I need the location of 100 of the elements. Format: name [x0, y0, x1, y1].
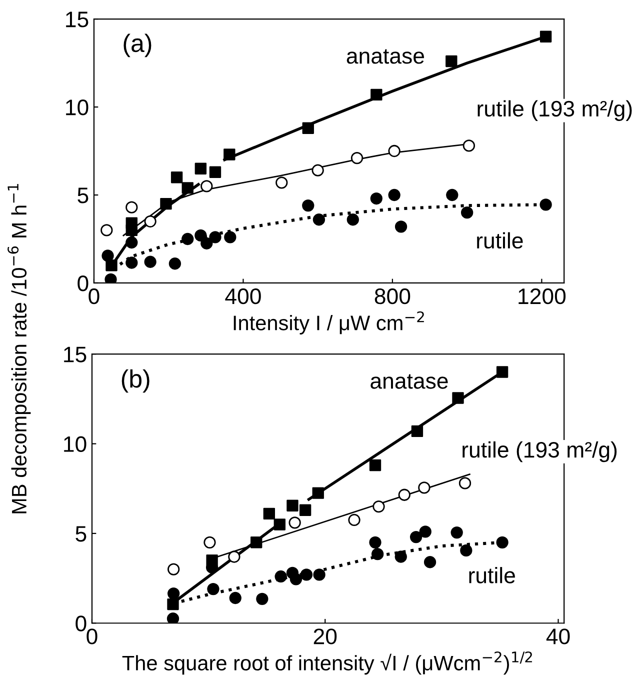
point	[274, 570, 287, 583]
point	[182, 182, 194, 194]
point	[418, 482, 430, 494]
point	[100, 224, 113, 236]
point	[369, 536, 382, 548]
annotation: anatase	[370, 374, 448, 389]
point	[224, 231, 236, 244]
point	[170, 172, 183, 184]
point	[496, 366, 508, 378]
point	[263, 508, 276, 520]
point	[104, 273, 117, 283]
point	[224, 148, 236, 160]
point	[372, 500, 385, 513]
point	[446, 55, 458, 68]
x-tick-label: 1200	[518, 288, 566, 304]
point	[302, 122, 314, 134]
x-tick-label: 20	[314, 628, 337, 644]
x-axis-title: Intensity I / μW cm$^{−2}$	[234, 311, 424, 334]
point	[372, 548, 384, 560]
point	[204, 536, 216, 548]
point	[370, 192, 382, 205]
annotation: rutile (193 m²/g)	[462, 441, 617, 462]
point	[194, 162, 207, 174]
point	[411, 425, 424, 438]
point	[200, 180, 213, 192]
x-tick-label: 0	[88, 288, 100, 304]
point	[540, 198, 552, 211]
point	[458, 477, 472, 490]
y-tick-label: 5	[76, 526, 86, 542]
y-tick-label: 10	[66, 100, 88, 116]
point	[288, 516, 301, 529]
annotation: anatase	[346, 49, 424, 64]
point	[312, 164, 324, 176]
point	[166, 612, 180, 624]
point	[290, 573, 302, 586]
x-tick-label: 800	[374, 288, 410, 304]
point	[540, 30, 552, 42]
point	[228, 550, 240, 563]
y-tick-label: 5	[78, 188, 88, 204]
point	[299, 504, 312, 516]
point	[209, 166, 222, 178]
point	[388, 188, 400, 202]
point	[250, 536, 262, 548]
y-tick-label: 10	[64, 436, 86, 452]
point	[461, 206, 474, 219]
point	[460, 544, 472, 557]
point	[182, 232, 194, 246]
point	[168, 563, 180, 576]
point	[168, 587, 180, 600]
y-axis-title: MB decomposition rate /10$^{−6}$ M h$^{−1}$	[8, 184, 31, 514]
point	[348, 514, 360, 526]
point	[276, 176, 288, 189]
annotation: rutile	[469, 567, 515, 584]
point	[229, 592, 242, 604]
point	[126, 256, 138, 269]
point	[302, 199, 314, 212]
point	[207, 582, 220, 596]
point	[168, 258, 182, 270]
x-axis-title: The square root of intensity √I / (μWcm$^{−2}$)$^{1/2}$	[122, 651, 532, 675]
point	[126, 236, 138, 249]
point	[424, 556, 436, 568]
point	[126, 224, 138, 236]
point	[102, 250, 114, 262]
point	[209, 231, 222, 244]
annotation: (b)	[122, 369, 150, 393]
point	[313, 568, 326, 581]
point	[452, 392, 464, 404]
point	[274, 518, 286, 530]
point	[256, 592, 268, 605]
annotation: rutile	[477, 232, 523, 249]
y-tick-label: 15	[66, 12, 88, 28]
point	[350, 152, 364, 164]
point	[388, 144, 400, 158]
y-tick-label: 0	[78, 276, 88, 292]
point	[419, 526, 432, 538]
point	[462, 140, 476, 152]
x-tick-label: 40	[546, 628, 570, 644]
y-tick-label: 0	[76, 616, 86, 632]
point	[312, 487, 324, 499]
point	[369, 459, 382, 472]
point	[144, 215, 156, 228]
point	[106, 260, 118, 272]
point	[312, 214, 326, 226]
point	[446, 188, 458, 202]
point	[346, 214, 359, 226]
point	[286, 500, 298, 512]
annotation: rutile (193 m²/g)	[478, 100, 632, 121]
point	[167, 598, 179, 610]
y-tick-label: 15	[64, 346, 86, 362]
point	[300, 568, 313, 581]
point	[144, 256, 156, 268]
point	[194, 229, 207, 242]
point	[394, 220, 408, 233]
point	[394, 550, 407, 563]
point	[496, 536, 508, 548]
x-tick-label: 400	[225, 288, 261, 304]
point	[450, 526, 463, 539]
point	[398, 488, 410, 501]
annotation: (a)	[124, 34, 152, 58]
point	[410, 530, 422, 544]
